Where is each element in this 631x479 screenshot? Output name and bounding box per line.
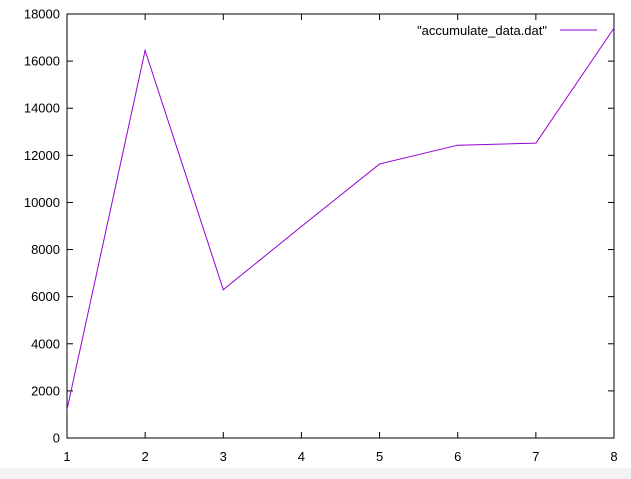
x-tick-label: 3 [220, 449, 227, 464]
x-tick-label: 1 [63, 449, 70, 464]
x-tick-label: 5 [376, 449, 383, 464]
data-point [457, 144, 459, 146]
data-point [378, 163, 381, 165]
series-line [66, 27, 615, 410]
y-tick-label: 4000 [31, 336, 60, 351]
x-tick-label: 6 [454, 449, 461, 464]
series-layer [66, 27, 615, 411]
data-point [66, 409, 68, 411]
x-tick-label: 2 [142, 449, 149, 464]
y-tick-label: 2000 [31, 383, 60, 398]
legend: "accumulate_data.dat" [417, 23, 597, 38]
axes: 0 2000 4000 6000 8000 10000 12000 14000 16000 180… [24, 7, 618, 465]
data-point [535, 142, 537, 144]
y-tick-label: 12000 [24, 148, 60, 163]
y-tick-label: 18000 [24, 7, 60, 22]
data-point [300, 225, 303, 228]
x-tick-label: 7 [532, 449, 539, 464]
y-tick-label: 8000 [31, 242, 60, 257]
y-tick-label: 14000 [24, 101, 60, 116]
data-point [222, 289, 224, 291]
x-tick-label: 8 [610, 449, 617, 464]
y-tick-label: 0 [53, 431, 60, 446]
y-tick-label: 16000 [24, 54, 60, 69]
data-point [613, 27, 615, 29]
x-tick-label: 4 [298, 449, 305, 464]
plot-frame [66, 13, 615, 439]
bottom-strip [0, 468, 631, 479]
y-tick-label: 10000 [24, 195, 60, 210]
y-tick-label: 6000 [31, 289, 60, 304]
data-point [144, 49, 146, 52]
legend-label: "accumulate_data.dat" [417, 23, 547, 38]
